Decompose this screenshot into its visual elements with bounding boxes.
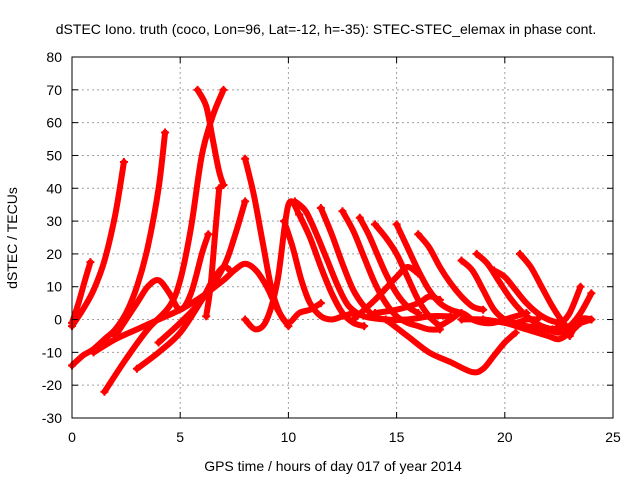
data-point-marker xyxy=(204,230,213,239)
plot-frame xyxy=(71,56,614,419)
series-line xyxy=(350,264,422,323)
data-point-marker xyxy=(316,203,325,212)
data-point-marker xyxy=(241,315,250,324)
data-point-marker xyxy=(132,364,141,373)
series-line xyxy=(203,185,223,320)
series-line xyxy=(69,259,94,326)
series-line xyxy=(242,198,303,333)
series-line xyxy=(555,283,584,330)
chart-title: dSTEC Iono. truth (coco, Lon=96, Lat=-12… xyxy=(56,21,596,37)
data-point-marker xyxy=(554,322,563,331)
data-point-marker xyxy=(511,328,520,337)
grid xyxy=(72,57,613,418)
x-tick-label: 15 xyxy=(389,429,405,445)
x-tick-label: 0 xyxy=(68,429,76,445)
data-point-marker xyxy=(565,331,574,340)
y-axis-label: dSTEC / TECUs xyxy=(4,187,20,289)
series-line xyxy=(372,293,443,316)
data-point-marker xyxy=(472,249,481,258)
data-point-marker xyxy=(370,308,379,317)
data-point-marker xyxy=(392,220,401,229)
data-point-marker xyxy=(295,210,304,219)
series-line xyxy=(90,260,292,356)
series-line xyxy=(458,257,541,326)
y-tick-label: -20 xyxy=(42,377,62,393)
data-point-marker xyxy=(515,249,524,258)
data-point-marker xyxy=(370,220,379,229)
x-tick-label: 25 xyxy=(605,429,621,445)
plot-area xyxy=(68,85,596,396)
data-point-marker xyxy=(241,154,250,163)
data-point-marker xyxy=(414,308,423,317)
data-point-marker xyxy=(100,387,109,396)
y-tick-label: 50 xyxy=(46,147,62,163)
data-point-marker xyxy=(193,85,202,94)
data-point-marker xyxy=(154,338,163,347)
data-point-marker xyxy=(360,322,369,331)
y-tick-label: 80 xyxy=(46,49,62,65)
y-tick-label: -10 xyxy=(42,344,62,360)
data-point-marker xyxy=(219,180,228,189)
series-line xyxy=(112,231,212,339)
y-tick-label: 40 xyxy=(46,180,62,196)
data-point-marker xyxy=(111,331,120,340)
data-point-marker xyxy=(202,312,211,321)
series-line xyxy=(545,290,595,336)
series-line xyxy=(473,250,556,333)
series-line xyxy=(242,155,324,326)
y-tick-label: 0 xyxy=(54,312,62,328)
data-point-marker xyxy=(414,230,423,239)
y-tick-label: 10 xyxy=(46,279,62,295)
data-point-marker xyxy=(457,315,466,324)
data-point-marker xyxy=(587,315,596,324)
series-line xyxy=(372,221,443,330)
series-line xyxy=(194,86,227,188)
data-point-marker xyxy=(457,256,466,265)
x-tick-label: 20 xyxy=(497,429,513,445)
y-tick-label: 30 xyxy=(46,213,62,229)
y-tick-label: 60 xyxy=(46,115,62,131)
data-point-marker xyxy=(435,295,444,304)
series-line xyxy=(69,159,127,330)
data-point-marker xyxy=(544,325,553,334)
data-point-marker xyxy=(280,217,289,226)
data-point-marker xyxy=(435,322,444,331)
axes: 0 5 10 15 20 25 -30 -20 -10 0 10 20 30 40 50 60 70 80 xyxy=(42,49,621,445)
series-line xyxy=(382,316,519,376)
x-tick-label: 10 xyxy=(281,429,297,445)
series-line xyxy=(393,221,465,316)
data-point-marker xyxy=(316,299,325,308)
data-point-marker xyxy=(119,158,128,167)
data-point-marker xyxy=(479,315,488,324)
y-tick-label: 20 xyxy=(46,246,62,262)
data-point-marker xyxy=(349,315,358,324)
data-point-marker xyxy=(241,197,250,206)
data-point-marker xyxy=(219,85,228,94)
data-point-marker xyxy=(355,213,364,222)
data-point-marker xyxy=(86,258,95,267)
series-line xyxy=(415,231,487,313)
data-point-marker xyxy=(338,207,347,216)
data-point-marker xyxy=(215,184,224,193)
data-point-marker xyxy=(225,266,234,275)
x-tick-label: 5 xyxy=(176,429,184,445)
data-point-marker xyxy=(489,266,498,275)
x-axis-label: GPS time / hours of day 017 of year 2014 xyxy=(204,458,462,474)
y-tick-label: 70 xyxy=(46,82,62,98)
data-point-marker xyxy=(381,315,390,324)
data-point-marker xyxy=(89,348,98,357)
data-point-marker xyxy=(587,289,596,298)
series-line xyxy=(491,267,562,326)
data-point-marker xyxy=(290,197,299,206)
y-tick-label: -30 xyxy=(42,410,62,426)
data-point-marker xyxy=(161,128,170,137)
data-point-marker xyxy=(479,305,488,314)
data-point-marker xyxy=(414,269,423,278)
data-point-marker xyxy=(576,282,585,291)
series-line xyxy=(69,129,169,369)
